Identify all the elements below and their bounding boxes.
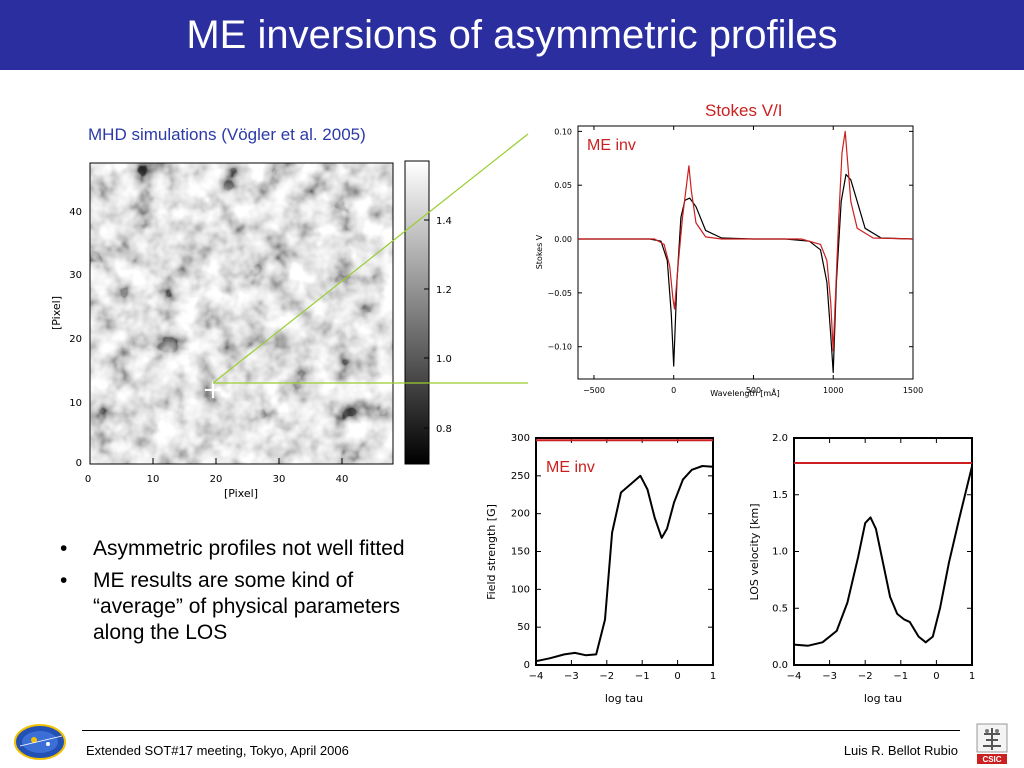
iaa-logo bbox=[14, 724, 66, 760]
series-line bbox=[793, 466, 973, 647]
bullet-item: • ME results are some kind of “average” o… bbox=[60, 568, 430, 646]
granulation-image bbox=[90, 163, 393, 464]
sim-ytick: 10 bbox=[69, 398, 82, 409]
csic-logo: CSIC bbox=[976, 723, 1008, 764]
x-tick-label: 0 bbox=[933, 671, 939, 682]
stokes-me-inv-label: ME inv bbox=[587, 137, 636, 154]
los-xlabel: log tau bbox=[864, 692, 902, 705]
x-tick-label: 1 bbox=[710, 671, 716, 682]
stokes-title: Stokes V/I bbox=[705, 101, 783, 120]
x-tick-label: −1 bbox=[635, 671, 650, 682]
sim-ylabel: [Pixel] bbox=[50, 296, 63, 330]
y-tick-label: 0.05 bbox=[554, 181, 572, 190]
stokes-ylabel: Stokes V bbox=[535, 234, 544, 269]
footer-author: Luis R. Bellot Rubio bbox=[843, 743, 958, 758]
sim-xtick: 0 bbox=[85, 474, 91, 485]
y-tick-label: 0.5 bbox=[772, 603, 788, 614]
y-tick-label: 2.0 bbox=[772, 433, 788, 444]
series-line bbox=[578, 173, 914, 374]
footer-rule bbox=[82, 730, 960, 731]
los-ylabel: LOS velocity [km] bbox=[748, 503, 761, 600]
stokes-xlabel: Wavelength [mÅ] bbox=[710, 387, 780, 398]
title-bar bbox=[0, 0, 1024, 70]
x-tick-label: −3 bbox=[822, 671, 837, 682]
connector-line bbox=[212, 133, 529, 384]
x-tick-label: −1 bbox=[893, 671, 908, 682]
x-tick-label: −2 bbox=[599, 671, 614, 682]
x-tick-label: 1500 bbox=[903, 386, 923, 395]
y-tick-label: 50 bbox=[517, 622, 530, 633]
x-tick-label: −4 bbox=[529, 671, 544, 682]
series-line bbox=[535, 465, 714, 663]
field-xlabel: log tau bbox=[605, 692, 643, 705]
sim-caption: MHD simulations (Vögler et al. 2005) bbox=[88, 125, 366, 144]
x-tick-label: 0 bbox=[674, 671, 680, 682]
los-velocity-chart: −4 −3 −2 −1 0 1 2.0 1.5 1.0 0.5 0.0 log tau LOS ve… bbox=[748, 433, 975, 705]
colorbar-tick: 0.8 bbox=[436, 424, 452, 435]
bullet-text: ME results are some kind of “average” of… bbox=[93, 569, 400, 644]
sim-xtick: 30 bbox=[273, 474, 286, 485]
x-tick-label: 500 bbox=[746, 386, 761, 395]
y-tick-label: 1.0 bbox=[772, 547, 788, 558]
sim-ytick: 40 bbox=[69, 207, 82, 218]
x-tick-label: 1000 bbox=[823, 386, 843, 395]
footer-event: Extended SOT#17 meeting, Tokyo, April 20… bbox=[86, 743, 349, 758]
bullet-list: • Asymmetric profiles not well fitted • ME… bbox=[60, 536, 430, 652]
los-plot-frame bbox=[793, 437, 973, 666]
x-tick-label: 0 bbox=[671, 386, 676, 395]
y-tick-label: 250 bbox=[511, 471, 530, 482]
y-tick-label: −0.05 bbox=[547, 289, 572, 298]
x-tick-label: −500 bbox=[583, 386, 605, 395]
sim-ytick: 30 bbox=[69, 270, 82, 281]
x-tick-label: −3 bbox=[564, 671, 579, 682]
stokes-plot-frame bbox=[577, 125, 914, 380]
y-tick-label: 200 bbox=[511, 509, 530, 520]
csic-logo-text: CSIC bbox=[982, 755, 1001, 764]
bullet-dot: • bbox=[60, 569, 68, 592]
y-tick-label: 1.5 bbox=[772, 490, 788, 501]
sim-xtick: 20 bbox=[210, 474, 223, 485]
bullet-item: • Asymmetric profiles not well fitted bbox=[60, 536, 430, 562]
y-tick-label: 0.0 bbox=[772, 660, 788, 671]
series-line bbox=[578, 130, 914, 352]
colorbar-tick: 1.0 bbox=[436, 354, 452, 365]
y-tick-label: 150 bbox=[511, 547, 530, 558]
stokes-v-chart: −500 0 500 1000 1500 0.10 0.05 0.00 −0.05 −0.10 M… bbox=[535, 125, 923, 398]
colorbar-tick: 1.4 bbox=[436, 216, 452, 227]
sim-xtick: 10 bbox=[147, 474, 160, 485]
bullet-dot: • bbox=[60, 537, 68, 560]
sim-xlabel: [Pixel] bbox=[224, 487, 258, 500]
y-tick-label: 300 bbox=[511, 433, 530, 444]
sim-x-ticks bbox=[89, 458, 343, 464]
x-tick-label: −4 bbox=[787, 671, 802, 682]
y-tick-label: 0 bbox=[524, 660, 530, 671]
x-tick-label: −2 bbox=[858, 671, 873, 682]
colorbar-tick: 1.2 bbox=[436, 285, 452, 296]
field-strength-chart: −4 −3 −2 −1 0 1 300 250 200 150 100 50 0 ME inv log … bbox=[485, 433, 716, 705]
bullet-text: Asymmetric profiles not well fitted bbox=[93, 537, 405, 560]
y-tick-label: 100 bbox=[511, 584, 530, 595]
field-me-inv-label: ME inv bbox=[546, 459, 595, 476]
pixel-marker: + bbox=[202, 375, 224, 405]
colorbar bbox=[404, 160, 430, 465]
sim-ytick: 0 bbox=[76, 458, 82, 469]
x-tick-label: 1 bbox=[969, 671, 975, 682]
y-tick-label: 0.10 bbox=[554, 127, 572, 136]
slide-title: ME inversions of asymmetric profiles bbox=[186, 13, 838, 57]
field-ylabel: Field strength [G] bbox=[485, 504, 498, 600]
sim-ytick: 20 bbox=[69, 334, 82, 345]
y-tick-label: −0.10 bbox=[547, 343, 572, 352]
sim-xtick: 40 bbox=[336, 474, 349, 485]
y-tick-label: 0.00 bbox=[554, 235, 572, 244]
